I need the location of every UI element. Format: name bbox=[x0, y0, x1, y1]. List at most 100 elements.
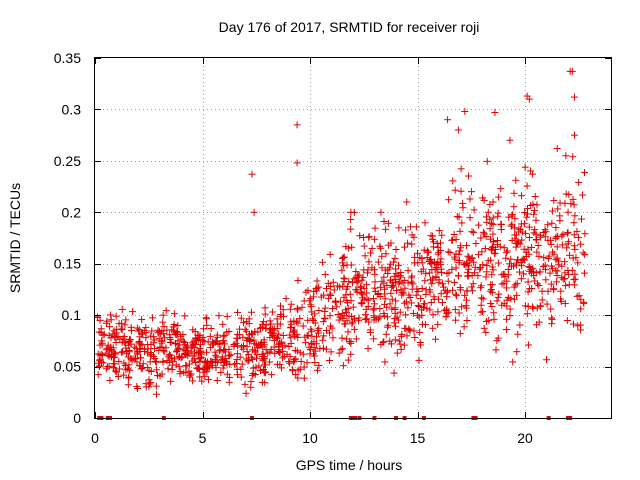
data-point bbox=[412, 291, 420, 299]
data-point bbox=[186, 373, 194, 381]
data-point bbox=[196, 358, 204, 366]
data-point bbox=[374, 290, 382, 298]
data-point bbox=[152, 357, 160, 365]
data-point bbox=[466, 195, 474, 203]
data-point bbox=[427, 255, 435, 263]
data-point bbox=[503, 277, 511, 285]
data-point bbox=[548, 314, 556, 322]
data-point bbox=[422, 270, 430, 278]
data-point bbox=[156, 344, 164, 352]
data-point bbox=[378, 277, 386, 285]
data-point bbox=[164, 365, 172, 373]
data-point bbox=[111, 353, 119, 361]
data-point bbox=[569, 153, 577, 161]
data-point bbox=[154, 329, 162, 337]
data-point bbox=[290, 328, 298, 336]
data-point bbox=[185, 367, 193, 375]
data-point bbox=[291, 326, 299, 334]
data-point bbox=[384, 219, 392, 227]
data-point bbox=[489, 214, 497, 222]
data-point bbox=[489, 230, 497, 238]
data-point bbox=[386, 276, 394, 284]
data-point bbox=[472, 240, 480, 248]
data-point bbox=[168, 361, 176, 369]
data-point bbox=[298, 303, 306, 311]
data-point bbox=[510, 203, 518, 211]
x-tick-label: 15 bbox=[410, 430, 426, 446]
data-point bbox=[152, 390, 160, 398]
data-point bbox=[529, 304, 537, 312]
data-point bbox=[390, 319, 398, 327]
data-point bbox=[448, 265, 456, 273]
data-point bbox=[547, 305, 555, 313]
data-point bbox=[488, 271, 496, 279]
data-point bbox=[578, 191, 586, 199]
data-point bbox=[518, 192, 526, 200]
data-point bbox=[514, 330, 522, 338]
data-point bbox=[511, 235, 519, 243]
data-point bbox=[211, 338, 219, 346]
data-point bbox=[176, 370, 184, 378]
data-point bbox=[452, 264, 460, 272]
data-point bbox=[384, 270, 392, 278]
data-point bbox=[276, 320, 284, 328]
data-point bbox=[414, 301, 422, 309]
data-point bbox=[394, 316, 402, 324]
data-point bbox=[242, 355, 250, 363]
data-point bbox=[502, 254, 510, 262]
data-point bbox=[313, 284, 321, 292]
data-point bbox=[325, 294, 333, 302]
y-tick-label: 0.2 bbox=[62, 204, 82, 220]
data-point bbox=[535, 318, 543, 326]
data-point bbox=[145, 376, 153, 384]
data-point bbox=[503, 247, 511, 255]
data-point bbox=[374, 258, 382, 266]
data-point bbox=[450, 279, 458, 287]
data-point bbox=[397, 345, 405, 353]
data-point bbox=[219, 320, 227, 328]
data-point bbox=[563, 244, 571, 252]
data-point bbox=[479, 194, 487, 202]
data-point bbox=[418, 320, 426, 328]
data-point bbox=[122, 316, 130, 324]
data-point bbox=[105, 352, 113, 360]
data-points bbox=[93, 67, 589, 398]
data-point bbox=[464, 252, 472, 260]
data-point bbox=[561, 282, 569, 290]
data-point bbox=[405, 326, 413, 334]
data-point bbox=[273, 315, 281, 323]
data-point bbox=[493, 297, 501, 305]
data-point bbox=[251, 340, 259, 348]
data-point bbox=[96, 362, 104, 370]
data-point bbox=[304, 286, 312, 294]
data-point bbox=[138, 315, 146, 323]
x-tick-labels: 0 5 10 15 20 bbox=[91, 430, 533, 446]
data-point bbox=[415, 356, 423, 364]
data-point bbox=[313, 333, 321, 341]
data-point bbox=[429, 324, 437, 332]
data-point bbox=[434, 320, 442, 328]
data-point bbox=[403, 198, 411, 206]
data-point bbox=[160, 323, 168, 331]
data-point bbox=[348, 279, 356, 287]
data-point bbox=[577, 326, 585, 334]
data-point bbox=[504, 265, 512, 273]
data-point bbox=[540, 254, 548, 262]
data-point bbox=[439, 283, 447, 291]
data-point bbox=[218, 353, 226, 361]
data-point bbox=[432, 335, 440, 343]
data-point bbox=[456, 247, 464, 255]
data-point bbox=[303, 359, 311, 367]
data-point bbox=[94, 371, 102, 379]
data-point bbox=[515, 228, 523, 236]
data-point bbox=[274, 334, 282, 342]
data-point bbox=[577, 296, 585, 304]
data-point bbox=[508, 222, 516, 230]
data-point bbox=[435, 276, 443, 284]
data-point bbox=[289, 367, 297, 375]
data-point bbox=[121, 321, 129, 329]
data-point bbox=[300, 374, 308, 382]
data-point bbox=[456, 284, 464, 292]
data-point bbox=[508, 237, 516, 245]
y-tick-labels: 0 0.05 0.1 0.15 0.2 0.25 0.3 0.35 bbox=[54, 50, 81, 426]
